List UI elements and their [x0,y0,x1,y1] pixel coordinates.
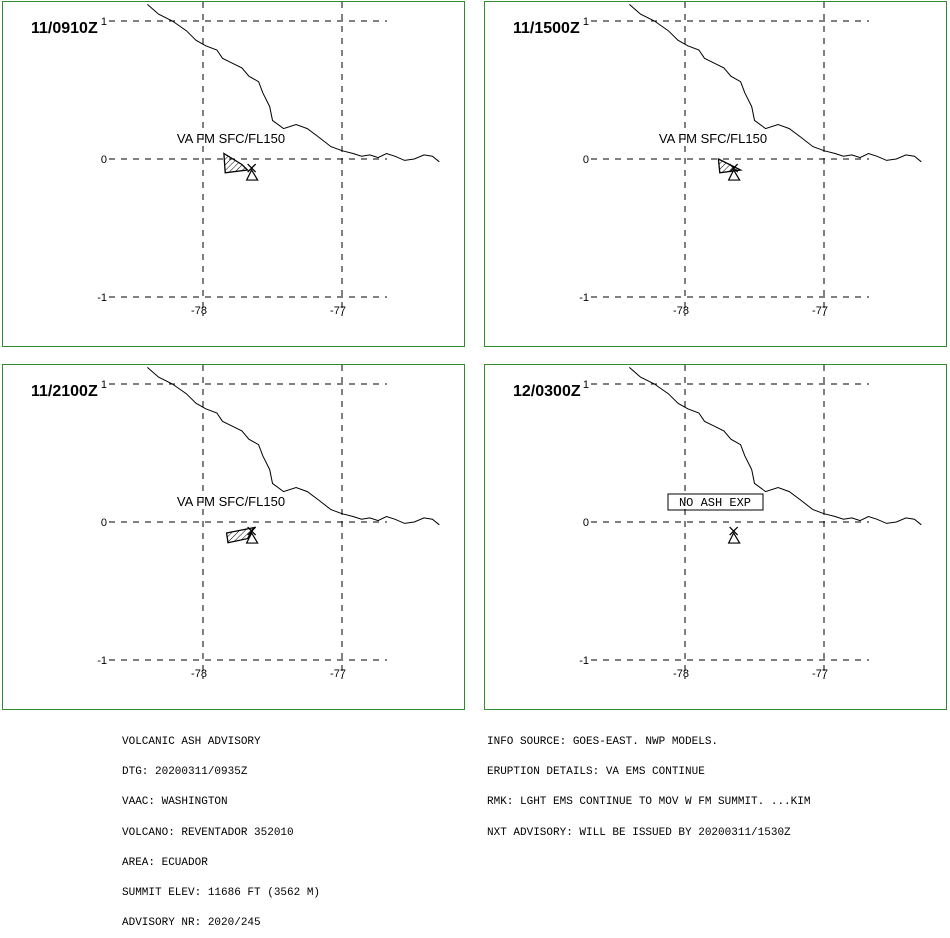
volcano-icon [245,531,259,544]
advisory-details-text: INFO SOURCE: GOES-EAST. NWP MODELS. ERUP… [487,717,810,848]
lat-tick-label: 1 [583,379,589,391]
lon-tick-label: -78 [673,305,689,317]
forecast-panel-3: 1 0 -1 -78 -77 VA FM SFC/FL150 11/2100Z [2,364,465,710]
lon-tick-label: -78 [191,668,207,680]
volcano-icon [727,531,741,544]
advisory-line: DTG: 20200311/0935Z [122,766,248,779]
lat-tick-label: 1 [101,16,107,28]
map-canvas: 1 0 -1 -78 -77 NO ASH EXP [579,365,922,680]
summit-marker-icon [247,526,257,536]
advisory-line: RMK: LGHT EMS CONTINUE TO MOV W FM SUMMI… [487,796,811,809]
panel-time: 11/0910Z [31,20,98,37]
lat-tick-label: 0 [583,154,589,166]
ash-cloud-polygon [717,157,743,174]
lat-tick-label: 1 [101,379,107,391]
coastline [629,367,922,526]
advisory-line: SUMMIT ELEV: 11686 FT (3562 M) [122,886,321,899]
ash-cloud-polygon [223,152,249,174]
ash-cloud-polygon [225,526,256,544]
advisory-line: AREA: ECUADOR [122,856,208,869]
volcano-icon [245,168,259,181]
advisory-line: ERUPTION DETAILS: VA EMS CONTINUE [487,766,705,779]
lon-tick-label: -77 [330,668,346,680]
panel-time: 11/2100Z [31,383,98,400]
panel-time: 11/1500Z [513,20,580,37]
coastline [629,4,922,163]
lat-tick-label: 0 [101,154,107,166]
ash-label: VA FM SFC/FL150 [659,131,767,146]
ash-label-box [667,493,764,511]
summit-marker-icon [729,526,739,536]
lon-tick-label: -78 [673,668,689,680]
volcano-icon [727,168,741,181]
lat-tick-label: -1 [97,655,107,667]
forecast-panel-4: 1 0 -1 -78 -77 NO ASH EXP 12/0300Z [484,364,947,710]
summit-marker-icon [729,163,739,173]
lat-tick-label: -1 [579,655,589,667]
panel-time: 12/0300Z [513,383,581,400]
advisory-line: INFO SOURCE: GOES-EAST. NWP MODELS. [487,736,719,748]
advisory-line: VOLCANIC ASH ADVISORY [122,736,261,748]
lon-tick-label: -77 [330,305,346,317]
lat-tick-label: 0 [101,517,107,529]
map-canvas: 1 0 -1 -78 -77 VA FM SFC/FL150 [579,2,922,317]
lat-tick-label: 1 [583,16,589,28]
map-canvas: 1 0 -1 -78 -77 VA FM SFC/FL150 [97,2,440,317]
ash-label: VA FM SFC/FL150 [177,131,285,146]
forecast-panel-1: 1 0 -1 -78 -77 VA FM SFC/FL150 11/0910Z [2,1,465,347]
advisory-header-text: VOLCANIC ASH ADVISORY DTG: 20200311/0935… [122,717,320,938]
ash-label: NO ASH EXP [679,496,751,510]
ash-label: VA FM SFC/FL150 [177,494,285,509]
advisory-line: NXT ADVISORY: WILL BE ISSUED BY 20200311… [487,826,791,839]
map-canvas: 1 0 -1 -78 -77 VA FM SFC/FL150 [97,365,440,680]
lat-tick-label: 0 [583,517,589,529]
forecast-panel-2: 1 0 -1 -78 -77 VA FM SFC/FL150 11/1500Z [484,1,947,347]
coastline [147,367,440,526]
lon-tick-label: -77 [812,668,828,680]
advisory-line: VOLCANO: REVENTADOR 352010 [122,826,294,839]
coastline [147,4,440,163]
advisory-line: VAAC: WASHINGTON [122,796,228,809]
advisory-line: ADVISORY NR: 2020/245 [122,917,261,930]
lat-tick-label: -1 [97,292,107,304]
lat-tick-label: -1 [579,292,589,304]
lon-tick-label: -78 [191,305,207,317]
lon-tick-label: -77 [812,305,828,317]
summit-marker-icon [247,163,257,173]
